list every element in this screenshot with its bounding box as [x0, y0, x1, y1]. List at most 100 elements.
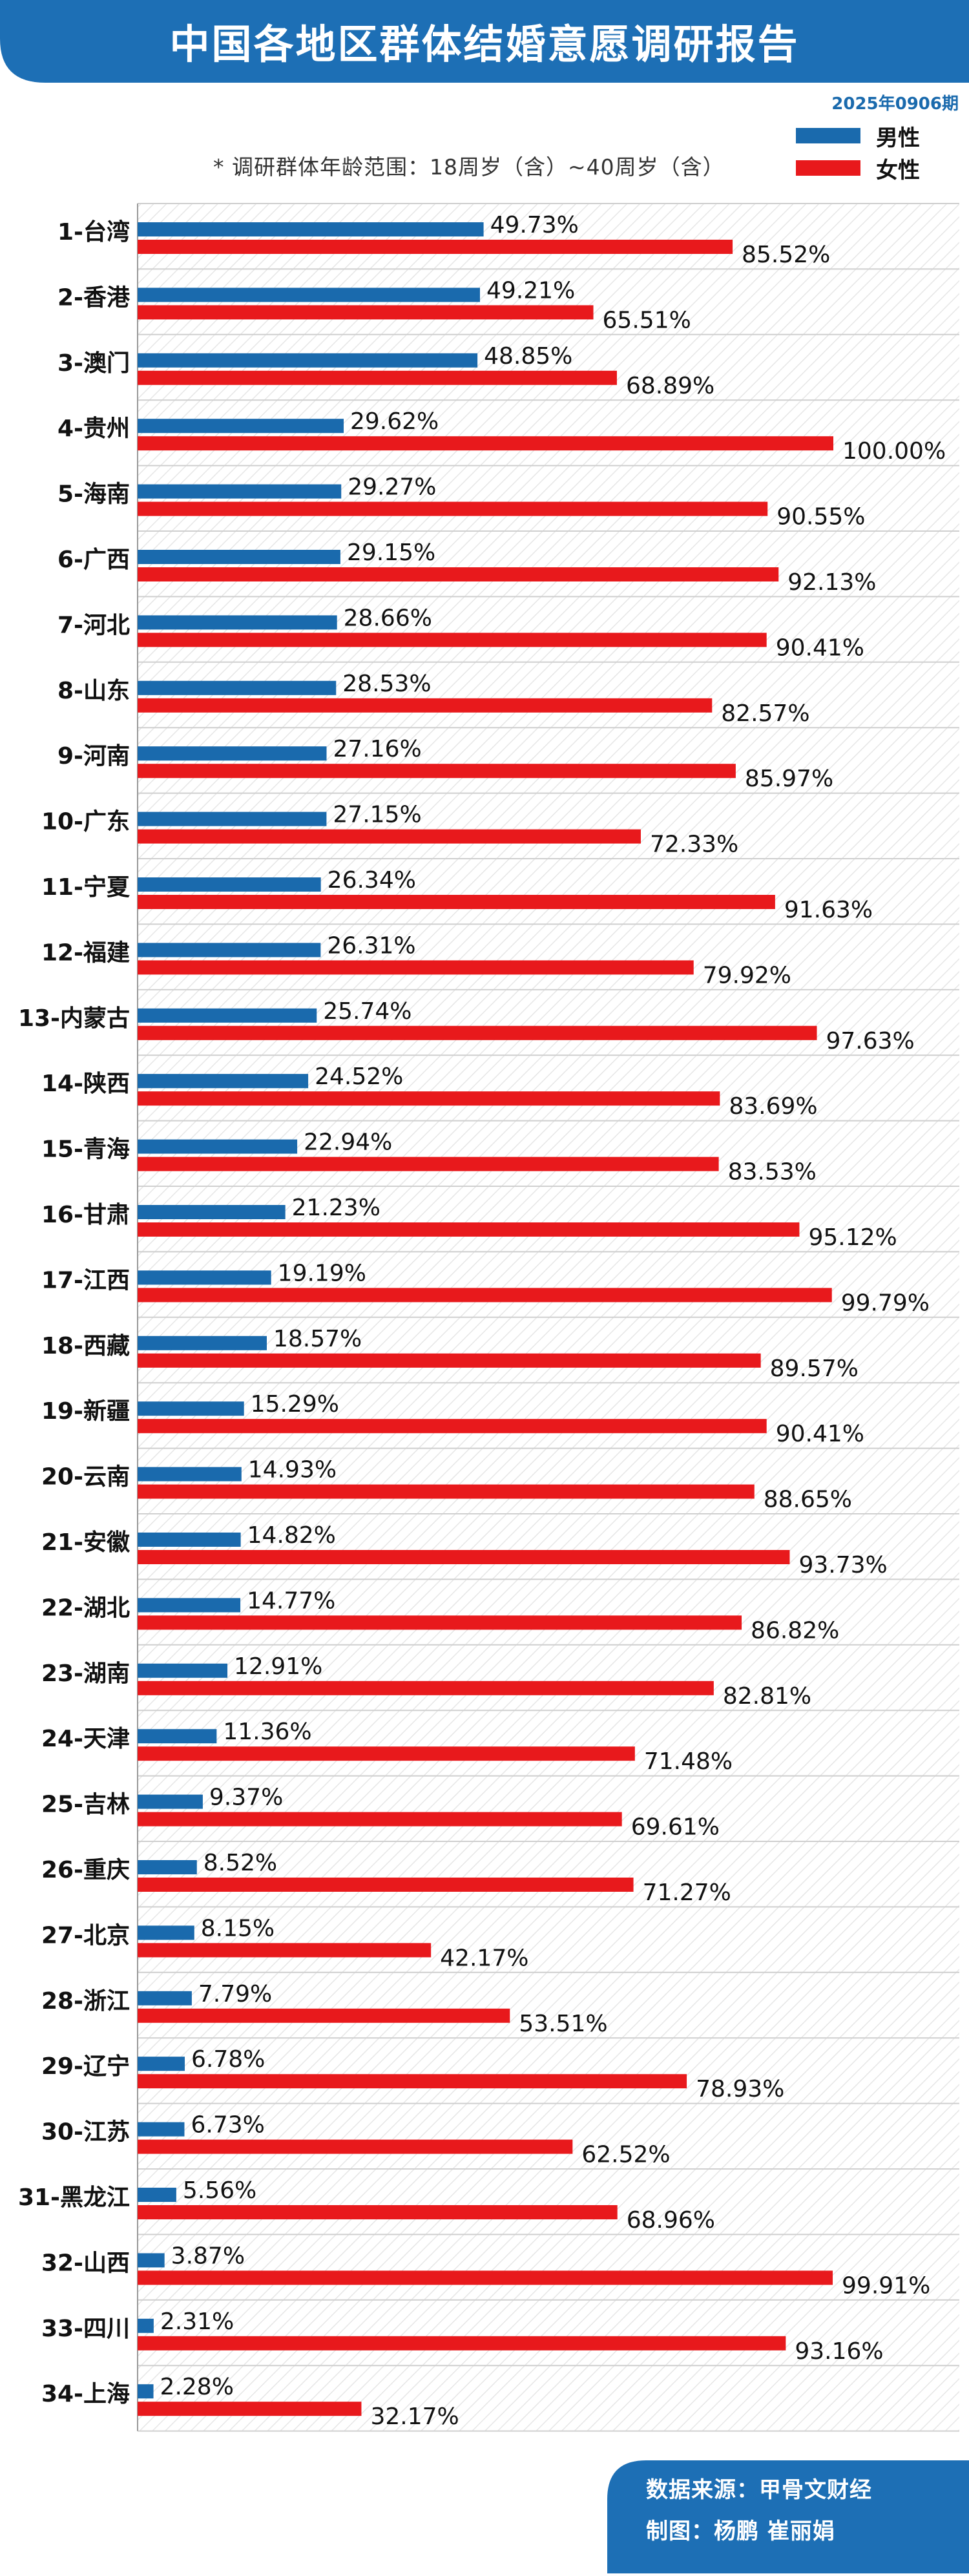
female-value-label: 91.63% — [784, 897, 873, 923]
category-label: 26-重庆 — [41, 1857, 130, 1883]
female-bar — [138, 2270, 833, 2285]
male-bar — [138, 746, 327, 761]
male-bar — [138, 2188, 176, 2202]
female-bar — [138, 960, 694, 975]
female-bar — [138, 1615, 742, 1630]
female-value-label: 71.27% — [643, 1880, 731, 1906]
male-bar — [138, 2057, 185, 2071]
category-label: 30-江苏 — [41, 2119, 130, 2146]
male-bar — [138, 288, 480, 302]
female-bar — [138, 1812, 622, 1827]
male-value-label: 19.19% — [278, 1260, 366, 1286]
male-bar — [138, 484, 342, 499]
female-bar — [138, 1484, 755, 1499]
female-value-label: 85.97% — [745, 766, 833, 792]
category-label: 31-黑龙江 — [18, 2184, 130, 2211]
male-value-label: 29.15% — [347, 539, 435, 566]
category-label: 8-山东 — [57, 678, 130, 704]
bar-chart: 1-台湾 49.73% 85.52% 2-香港 49.21% 65.51% 3-澳门 48.8… — [18, 203, 959, 2432]
female-bar — [138, 370, 617, 385]
male-value-label: 25.74% — [323, 998, 412, 1025]
male-bar — [138, 1074, 309, 1089]
male-value-label: 15.29% — [251, 1391, 339, 1418]
male-bar — [138, 1663, 228, 1678]
footer-box — [607, 2460, 969, 2573]
male-value-label: 26.34% — [328, 867, 416, 894]
category-label: 5-海南 — [57, 481, 130, 508]
title-banner — [0, 0, 969, 83]
male-value-label: 14.77% — [247, 1587, 335, 1614]
category-label: 33-四川 — [41, 2316, 130, 2342]
category-label: 21-安徽 — [41, 1529, 130, 1556]
male-value-label: 9.37% — [209, 1785, 283, 1811]
category-label: 15-青海 — [41, 1136, 130, 1163]
legend-male-swatch — [796, 128, 860, 143]
male-bar — [138, 1467, 242, 1482]
male-bar — [138, 2122, 185, 2137]
category-label: 1-台湾 — [57, 218, 130, 246]
male-bar — [138, 1598, 241, 1613]
category-label: 19-新疆 — [41, 1398, 130, 1425]
male-bar — [138, 1860, 197, 1874]
female-bar — [138, 895, 775, 909]
female-value-label: 93.16% — [795, 2338, 883, 2365]
category-label: 17-江西 — [41, 1267, 130, 1293]
legend-female-label: 女性 — [876, 158, 920, 183]
male-value-label: 27.16% — [333, 736, 422, 762]
male-bar — [138, 1401, 244, 1416]
female-bar — [138, 1025, 817, 1040]
female-value-label: 90.55% — [776, 504, 865, 530]
female-value-label: 99.91% — [842, 2272, 930, 2299]
female-value-label: 92.13% — [787, 569, 876, 596]
female-value-label: 82.57% — [721, 700, 809, 727]
male-value-label: 5.56% — [183, 2177, 256, 2204]
male-value-label: 49.21% — [486, 277, 575, 304]
male-value-label: 3.87% — [171, 2243, 245, 2269]
female-bar — [138, 1681, 714, 1695]
female-bar — [138, 1091, 720, 1106]
female-value-label: 32.17% — [370, 2403, 459, 2430]
female-value-label: 97.63% — [826, 1028, 914, 1054]
male-value-label: 22.94% — [304, 1129, 392, 1156]
category-label: 13-内蒙古 — [18, 1005, 130, 1032]
category-label: 6-广西 — [57, 547, 130, 573]
female-value-label: 95.12% — [808, 1224, 897, 1251]
category-label: 18-西藏 — [41, 1333, 130, 1359]
female-bar — [138, 1550, 790, 1564]
female-value-label: 99.79% — [841, 1290, 930, 1316]
male-bar — [138, 1139, 298, 1154]
female-bar — [138, 501, 768, 516]
legend-female-swatch — [796, 160, 860, 176]
female-bar — [138, 1746, 635, 1761]
male-value-label: 26.31% — [327, 932, 415, 959]
male-value-label: 28.53% — [342, 671, 431, 697]
male-value-label: 27.15% — [333, 802, 421, 828]
female-bar — [138, 240, 733, 254]
female-value-label: 68.89% — [626, 373, 714, 399]
male-value-label: 14.82% — [247, 1522, 336, 1549]
female-bar — [138, 436, 833, 451]
male-bar — [138, 2318, 154, 2333]
issue-number: 2025年0906期 — [831, 94, 959, 114]
male-value-label: 18.57% — [273, 1326, 362, 1352]
category-label: 2-香港 — [57, 284, 130, 311]
female-bar — [138, 633, 767, 647]
category-label: 10-广东 — [41, 809, 130, 835]
legend-male-label: 男性 — [876, 125, 920, 151]
male-value-label: 2.28% — [160, 2374, 234, 2400]
category-label: 29-辽宁 — [41, 2053, 130, 2080]
category-label: 24-天津 — [41, 1726, 130, 1752]
female-value-label: 100.00% — [842, 438, 946, 465]
chart-maker: 制图：杨鹏 崔丽娟 — [646, 2518, 835, 2544]
female-value-label: 89.57% — [770, 1356, 859, 1382]
female-bar — [138, 698, 713, 713]
male-bar — [138, 812, 327, 826]
male-value-label: 29.62% — [350, 408, 439, 435]
female-value-label: 69.61% — [631, 1814, 720, 1841]
female-value-label: 68.96% — [627, 2207, 715, 2234]
male-bar — [138, 1925, 194, 1940]
female-bar — [138, 1419, 767, 1434]
male-value-label: 49.73% — [490, 212, 579, 238]
male-bar — [138, 943, 321, 958]
category-label: 34-上海 — [41, 2381, 130, 2407]
